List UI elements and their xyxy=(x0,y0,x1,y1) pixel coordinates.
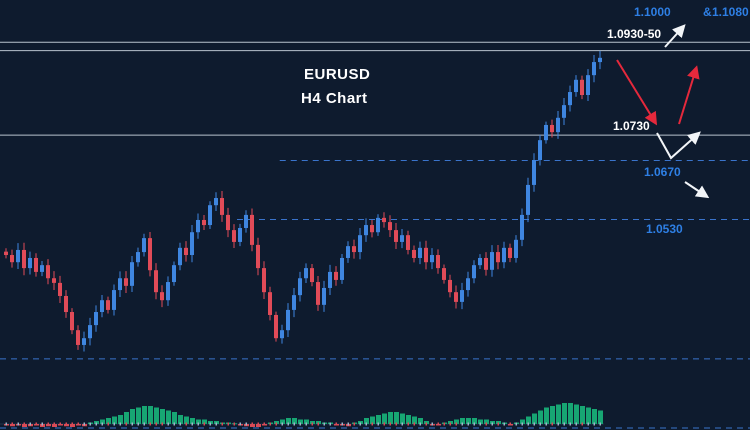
annotation-arrows xyxy=(616,24,710,199)
breakout-to-targets-arrow xyxy=(664,24,686,48)
upside-target-1-label: 1.1000 xyxy=(634,5,671,19)
oscillator-indicator xyxy=(0,403,750,429)
projected-pullback-down-arrow xyxy=(616,59,658,126)
price-level-label-1.053: 1.0530 xyxy=(646,221,683,236)
upside-target-2-label: 1.1080 xyxy=(712,5,749,19)
price-level-label-1.095: 1.0930-50 xyxy=(607,27,662,42)
candlestick-series xyxy=(4,50,602,352)
ampersand-label: & xyxy=(703,5,712,19)
support-retest-bounce-arrow xyxy=(656,131,701,160)
price-levels xyxy=(0,41,750,360)
break-lower-scenario-arrow xyxy=(684,181,710,199)
projected-bounce-up-arrow xyxy=(678,65,700,125)
price-level-label-1.067: 1.0670 xyxy=(644,165,681,180)
price-level-label-1.073: 1.0730 xyxy=(613,119,650,134)
timeframe-title: H4 Chart xyxy=(301,90,368,107)
symbol-title: EURUSD xyxy=(304,66,371,83)
